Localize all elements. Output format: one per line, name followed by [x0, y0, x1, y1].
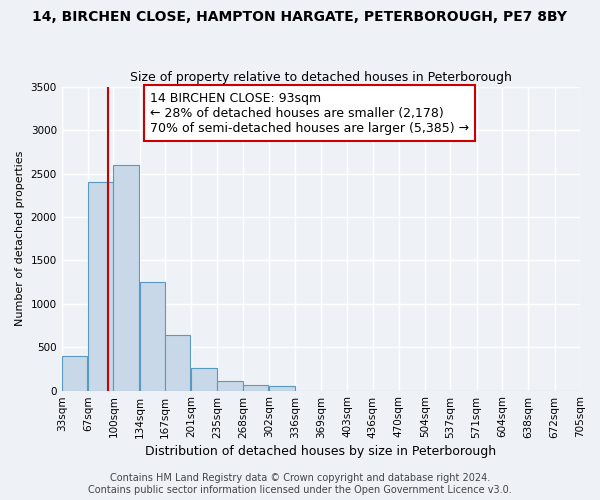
Bar — [243, 386, 268, 390]
Text: Contains HM Land Registry data © Crown copyright and database right 2024.
Contai: Contains HM Land Registry data © Crown c… — [88, 474, 512, 495]
Bar — [62, 356, 87, 390]
Title: Size of property relative to detached houses in Peterborough: Size of property relative to detached ho… — [130, 72, 512, 85]
Y-axis label: Number of detached properties: Number of detached properties — [15, 151, 25, 326]
Text: 14 BIRCHEN CLOSE: 93sqm
← 28% of detached houses are smaller (2,178)
70% of semi: 14 BIRCHEN CLOSE: 93sqm ← 28% of detache… — [150, 92, 469, 134]
X-axis label: Distribution of detached houses by size in Peterborough: Distribution of detached houses by size … — [145, 444, 496, 458]
Bar — [269, 386, 295, 390]
Bar — [165, 335, 190, 390]
Text: 14, BIRCHEN CLOSE, HAMPTON HARGATE, PETERBOROUGH, PE7 8BY: 14, BIRCHEN CLOSE, HAMPTON HARGATE, PETE… — [32, 10, 568, 24]
Bar — [140, 282, 165, 391]
Bar — [191, 368, 217, 390]
Bar — [88, 182, 113, 390]
Bar — [113, 165, 139, 390]
Bar — [217, 381, 243, 390]
